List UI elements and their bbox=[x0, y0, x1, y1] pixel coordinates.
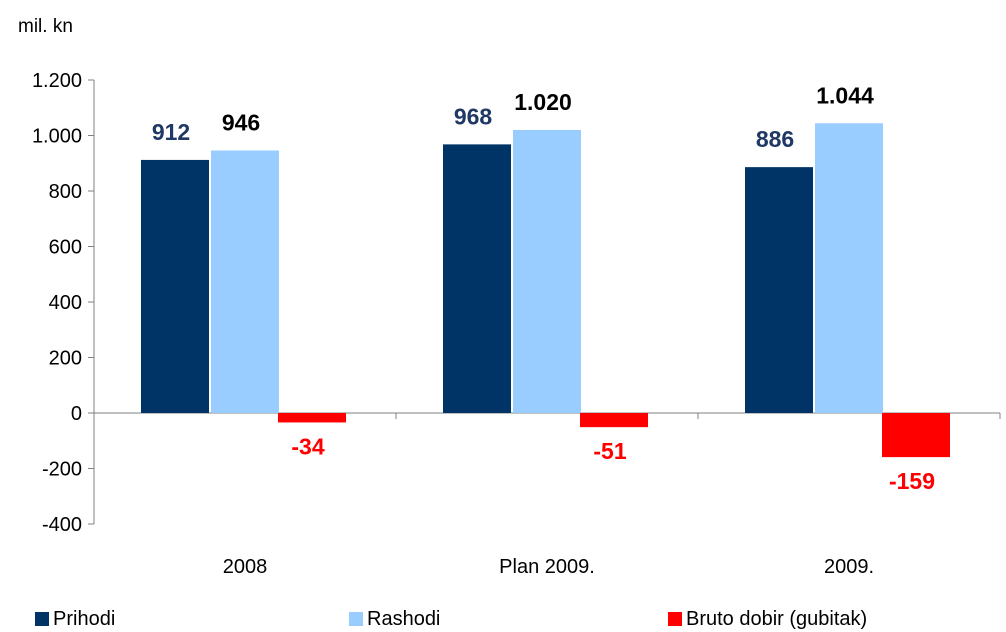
bar bbox=[278, 413, 346, 423]
legend-swatch bbox=[35, 612, 49, 626]
y-axis-ticks: -400 -200 0 200 400 600 800 1.000 1.200 bbox=[32, 70, 94, 536]
bar bbox=[211, 150, 279, 414]
bar bbox=[580, 413, 648, 428]
y-tick-label: 200 bbox=[49, 348, 82, 370]
legend-entry: Prihodi bbox=[53, 608, 115, 630]
unit-label: mil. kn bbox=[18, 16, 73, 37]
bars bbox=[141, 123, 950, 458]
x-category-label: Plan 2009. bbox=[499, 556, 595, 578]
y-tick-label: 1.000 bbox=[32, 126, 82, 148]
legend-entry: Rashodi bbox=[367, 608, 440, 630]
x-category-label: 2009. bbox=[824, 556, 874, 578]
legend-swatch bbox=[668, 612, 682, 626]
data-label: 1.020 bbox=[514, 89, 572, 115]
data-label: 912 bbox=[152, 119, 190, 145]
data-label: -34 bbox=[291, 433, 324, 459]
bar bbox=[443, 144, 511, 413]
x-category-label: 2008 bbox=[223, 556, 268, 578]
y-tick-label: 0 bbox=[71, 403, 82, 425]
y-tick-label: 400 bbox=[49, 292, 82, 314]
y-tick-label: -200 bbox=[42, 459, 82, 481]
y-tick-label: 800 bbox=[49, 181, 82, 203]
data-label: -159 bbox=[889, 468, 935, 494]
bar bbox=[141, 159, 209, 413]
x-axis-categories: 2008 Plan 2009. 2009. bbox=[223, 556, 874, 578]
data-label: 1.044 bbox=[816, 82, 874, 108]
data-label: 968 bbox=[454, 103, 493, 129]
data-label: 886 bbox=[756, 126, 794, 152]
y-tick-label: -400 bbox=[42, 514, 82, 536]
data-label: -51 bbox=[593, 438, 626, 464]
legend-entry: Bruto dobir (gubitak) bbox=[686, 608, 867, 630]
bar bbox=[745, 167, 813, 413]
y-tick-label: 600 bbox=[49, 237, 82, 259]
legend-swatch bbox=[349, 612, 363, 626]
legend: Prihodi Rashodi Bruto dobir (gubitak) bbox=[35, 608, 867, 630]
bar bbox=[815, 123, 883, 413]
data-label: 946 bbox=[222, 109, 260, 135]
y-tick-label: 1.200 bbox=[32, 70, 82, 92]
bar bbox=[882, 413, 950, 458]
data-labels: 912 946 -34 968 1.020 -51 886 1.044 -159 bbox=[152, 82, 935, 494]
bar bbox=[513, 129, 581, 413]
